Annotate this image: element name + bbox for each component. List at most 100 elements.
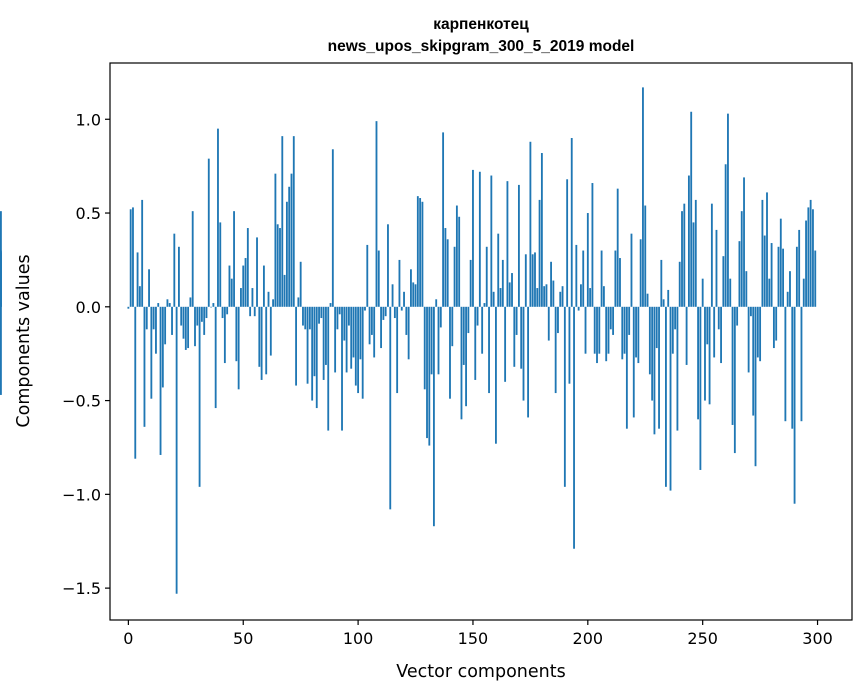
bar — [377, 250, 380, 307]
bar — [191, 211, 194, 307]
bar — [412, 282, 415, 307]
bar — [795, 246, 798, 307]
bar — [568, 306, 571, 384]
bar — [203, 306, 206, 335]
bar — [508, 282, 511, 307]
bar — [384, 306, 387, 317]
bar — [704, 306, 706, 401]
bar — [212, 303, 215, 307]
bar — [462, 306, 465, 365]
bar — [283, 274, 286, 307]
bar — [685, 306, 688, 365]
bar — [352, 306, 355, 358]
bar — [244, 258, 247, 307]
bar — [387, 224, 389, 307]
bar — [665, 306, 667, 487]
chart-title-line2: news_upos_skipgram_300_5_2019 model — [328, 38, 635, 55]
bar — [217, 128, 219, 307]
bar — [331, 149, 334, 307]
x-tick-label: 200 — [573, 629, 604, 648]
bar — [520, 306, 523, 369]
bar — [814, 250, 817, 307]
bar — [180, 306, 183, 326]
bar — [754, 306, 757, 467]
bar — [458, 216, 461, 307]
bar — [329, 303, 332, 307]
bar — [430, 306, 433, 375]
bar — [616, 188, 619, 307]
bar — [527, 306, 530, 418]
bar — [681, 211, 683, 307]
bar — [226, 306, 229, 315]
bar — [187, 306, 190, 349]
bar — [138, 286, 141, 307]
bar — [0, 303, 2, 307]
bar — [483, 303, 486, 307]
bar — [736, 306, 739, 326]
bar — [265, 306, 268, 375]
bar — [517, 184, 520, 307]
bar — [745, 271, 748, 307]
bar — [506, 181, 509, 307]
bar — [318, 306, 320, 324]
bar — [623, 306, 626, 354]
bar — [237, 306, 240, 390]
bar — [267, 291, 270, 307]
bar — [485, 246, 488, 307]
bar — [391, 284, 394, 307]
bar — [529, 141, 532, 307]
bar — [531, 254, 534, 307]
bar — [354, 306, 357, 386]
bar — [789, 271, 791, 307]
bar — [435, 299, 438, 307]
bar — [290, 173, 293, 307]
bar — [740, 211, 743, 307]
bar — [584, 306, 587, 354]
bar — [658, 306, 660, 429]
bar — [761, 199, 764, 307]
bar — [812, 209, 814, 307]
bar — [662, 299, 665, 307]
bar — [175, 306, 178, 594]
bar — [313, 306, 316, 377]
bar — [570, 138, 573, 307]
x-tick-label: 100 — [343, 629, 374, 648]
bar — [632, 306, 635, 418]
y-tick-label: −0.5 — [62, 392, 101, 411]
bar — [522, 306, 525, 401]
bar — [152, 306, 155, 330]
bar — [515, 306, 518, 335]
bar — [614, 250, 617, 307]
bar — [784, 306, 787, 422]
bar — [729, 278, 732, 307]
bar — [171, 306, 173, 335]
bar — [242, 265, 245, 307]
bar — [534, 252, 536, 307]
bar — [676, 306, 679, 431]
bar — [274, 173, 277, 307]
bar — [602, 286, 605, 307]
bar — [809, 199, 812, 307]
bar — [288, 186, 291, 307]
bar — [625, 306, 628, 429]
bar — [775, 306, 778, 341]
bar — [246, 228, 249, 307]
bar — [586, 213, 589, 307]
bar — [320, 306, 323, 319]
bar — [223, 306, 226, 364]
bar — [366, 244, 369, 307]
bar — [361, 306, 364, 399]
bar — [492, 291, 495, 307]
bar — [341, 306, 343, 431]
bar — [674, 306, 677, 330]
bar — [669, 306, 672, 491]
bar — [747, 306, 750, 373]
bar — [148, 269, 150, 307]
bar — [396, 306, 399, 394]
bar — [630, 233, 633, 307]
bar — [403, 291, 405, 307]
bar — [338, 306, 341, 315]
x-tick-label: 150 — [458, 629, 489, 648]
bar — [678, 261, 681, 307]
bar — [499, 288, 502, 307]
